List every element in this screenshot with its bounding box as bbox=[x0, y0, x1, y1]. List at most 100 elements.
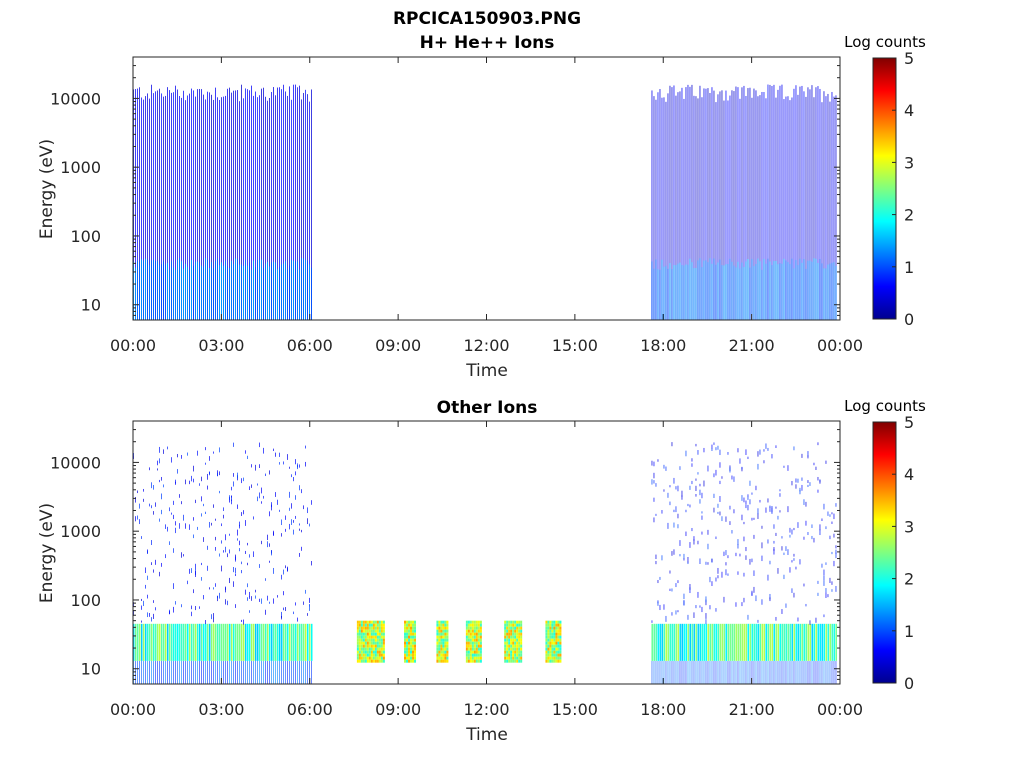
burst-cell bbox=[549, 626, 552, 630]
spectrogram-dot bbox=[791, 588, 793, 593]
spectrogram-band bbox=[167, 623, 169, 661]
burst-cell bbox=[368, 626, 371, 630]
burst-cell bbox=[362, 650, 365, 654]
burst-cell bbox=[364, 659, 367, 663]
spectrogram-column bbox=[765, 98, 767, 320]
spectrogram-column bbox=[787, 96, 789, 320]
spectrogram-dot bbox=[219, 553, 220, 557]
x-tick-label: 06:00 bbox=[287, 700, 333, 719]
spectrogram-column bbox=[757, 96, 759, 320]
burst-cell bbox=[380, 635, 383, 639]
spectrogram-dot bbox=[283, 607, 284, 611]
spectrogram-column bbox=[267, 100, 268, 320]
burst-cell bbox=[444, 641, 447, 645]
burst-cell bbox=[512, 659, 515, 663]
spectrogram-dot bbox=[747, 504, 749, 511]
spectrogram-band bbox=[291, 623, 293, 661]
spectrogram-column bbox=[195, 660, 196, 684]
burst-cell bbox=[471, 653, 474, 657]
spectrogram-dot bbox=[673, 477, 675, 484]
burst-cell bbox=[547, 641, 550, 645]
spectrogram-dot bbox=[685, 531, 687, 537]
burst-cell bbox=[506, 635, 509, 639]
spectrogram-column bbox=[147, 259, 148, 320]
spectrogram-column bbox=[145, 96, 146, 320]
spectrogram-dot bbox=[717, 445, 719, 450]
spectrogram-dot bbox=[269, 560, 270, 563]
spectrogram-column bbox=[187, 660, 188, 684]
burst-cell bbox=[370, 638, 373, 642]
burst-cell bbox=[408, 635, 411, 639]
spectrogram-dot bbox=[815, 617, 817, 623]
spectrogram-dot bbox=[751, 517, 753, 521]
burst-cell bbox=[551, 629, 554, 633]
burst-cell bbox=[504, 647, 507, 651]
burst-cell bbox=[362, 629, 365, 633]
spectrogram-dot bbox=[145, 567, 146, 574]
burst-cell bbox=[360, 656, 363, 660]
spectrogram-band bbox=[827, 623, 829, 661]
spectrogram-band bbox=[219, 623, 221, 661]
spectrogram-column bbox=[231, 660, 232, 684]
burst-cell bbox=[553, 653, 556, 657]
spectrogram-dot bbox=[233, 567, 234, 573]
burst-cell bbox=[360, 626, 363, 630]
spectrogram-column bbox=[653, 96, 655, 320]
burst-cell bbox=[366, 641, 369, 645]
spectrogram-dot bbox=[771, 505, 773, 509]
burst-cell bbox=[380, 653, 383, 657]
spectrogram-dot bbox=[707, 543, 709, 550]
spectrogram-dot bbox=[777, 568, 779, 574]
burst-cell bbox=[366, 644, 369, 648]
spectrogram-dot bbox=[761, 599, 763, 605]
spectrogram-dot bbox=[309, 605, 310, 611]
burst-cell bbox=[442, 644, 445, 648]
spectrogram-dot bbox=[215, 583, 216, 587]
spectrogram-dot bbox=[249, 486, 250, 491]
burst-cell bbox=[442, 629, 445, 633]
burst-cell bbox=[549, 653, 552, 657]
burst-cell bbox=[380, 626, 383, 630]
spectrogram-dot bbox=[195, 571, 196, 577]
burst-cell bbox=[547, 623, 550, 627]
spectrogram-column bbox=[283, 263, 284, 320]
spectrogram-column bbox=[785, 660, 787, 684]
spectrogram-column bbox=[265, 96, 266, 320]
burst-cell bbox=[404, 632, 407, 636]
burst-cell bbox=[438, 632, 441, 636]
spectrogram-dot bbox=[253, 551, 254, 557]
burst-cell bbox=[471, 623, 474, 627]
burst-cell bbox=[506, 641, 509, 645]
x-tick-label: 09:00 bbox=[375, 336, 421, 355]
burst-cell bbox=[378, 629, 381, 633]
spectrogram-column bbox=[809, 89, 811, 320]
spectrogram-dot bbox=[751, 590, 753, 596]
spectrogram-band bbox=[295, 623, 297, 661]
burst-cell bbox=[446, 650, 449, 654]
burst-cell bbox=[549, 632, 552, 636]
spectrogram-column bbox=[795, 260, 797, 320]
spectrogram-dot bbox=[689, 504, 691, 508]
spectrogram-dot bbox=[211, 522, 212, 526]
spectrogram-column bbox=[183, 268, 184, 320]
burst-cell bbox=[414, 644, 417, 648]
spectrogram-column bbox=[233, 660, 234, 684]
burst-cell bbox=[559, 656, 562, 660]
spectrogram-column bbox=[813, 660, 815, 684]
burst-cell bbox=[471, 659, 474, 663]
spectrogram-band bbox=[173, 623, 175, 661]
burst-cell bbox=[412, 659, 415, 663]
burst-cell bbox=[510, 623, 513, 627]
burst-cell bbox=[475, 650, 478, 654]
spectrogram-band bbox=[217, 623, 219, 661]
spectrogram-band bbox=[821, 623, 823, 661]
burst-cell bbox=[520, 641, 523, 645]
spectrogram-dot bbox=[283, 461, 284, 465]
spectrogram-dot bbox=[307, 613, 308, 616]
spectrogram-column bbox=[249, 660, 250, 684]
burst-cell bbox=[446, 656, 449, 660]
burst-cell bbox=[436, 632, 439, 636]
burst bbox=[356, 620, 385, 663]
spectrogram-dot bbox=[757, 619, 759, 623]
burst-cell bbox=[475, 623, 478, 627]
